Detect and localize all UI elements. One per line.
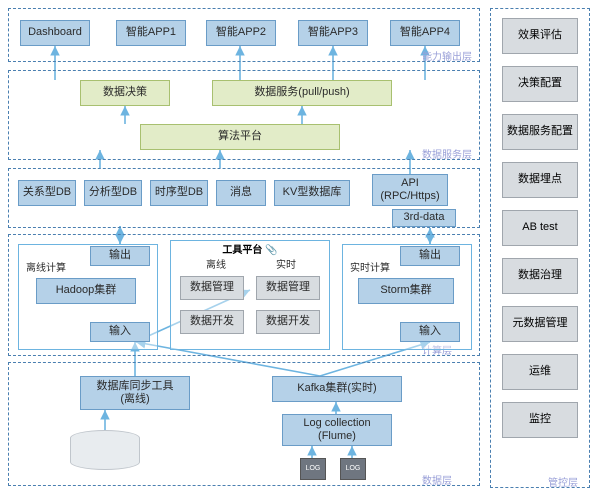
node-off_hadoop: Hadoop集群 (36, 278, 136, 304)
node-src_log2: LOG (340, 458, 366, 480)
right-panel-footer: 管控层 (548, 474, 578, 489)
node-rt_in: 输入 (400, 322, 460, 342)
layer-label-f5: 数据层 (422, 472, 452, 487)
mgmt-item-6: 元数据管理 (502, 306, 578, 342)
node-db_kv: KV型数据库 (274, 180, 350, 206)
node-app4: 智能APP4 (390, 20, 460, 46)
node-src_kafka: Kafka集群(实时) (272, 376, 402, 402)
node-tool_rt_mgmt: 数据管理 (256, 276, 320, 300)
node-app1: 智能APP1 (116, 20, 186, 46)
mgmt-item-5: 数据治理 (502, 258, 578, 294)
node-db_ts: 时序型DB (150, 180, 208, 206)
layer-label-f2: 数据服务层 (422, 146, 472, 161)
node-tool_rt_lbl: 实时 (266, 260, 306, 272)
node-tool_off_dev: 数据开发 (180, 310, 244, 334)
node-rt_storm: Storm集群 (358, 278, 454, 304)
node-tool_title: 工具平台 📎 (200, 244, 300, 258)
node-src_sync: 数据库同步工具 (离线) (80, 376, 190, 410)
diagram-stage: 能力输出层数据服务层存储层计算层数据层效果评估决策配置数据服务配置数据埋点AB … (0, 0, 595, 500)
node-app0: Dashboard (20, 20, 90, 46)
node-db_msg: 消息 (216, 180, 266, 206)
node-svc_service: 数据服务(pull/push) (212, 80, 392, 106)
mgmt-item-1: 决策配置 (502, 66, 578, 102)
node-rt_out: 输出 (400, 246, 460, 266)
node-tool_off_lbl: 离线 (196, 260, 236, 272)
node-svc_algo: 算法平台 (140, 124, 340, 150)
node-tool_off_mgmt: 数据管理 (180, 276, 244, 300)
node-app3: 智能APP3 (298, 20, 368, 46)
node-off_out: 输出 (90, 246, 150, 266)
mgmt-item-3: 数据埋点 (502, 162, 578, 198)
node-src_log1: LOG (300, 458, 326, 480)
mgmt-item-4: AB test (502, 210, 578, 246)
node-rt_lbl: 实时计算 (346, 262, 394, 276)
layer-label-f1: 能力输出层 (422, 48, 472, 63)
node-src_db_cyl (70, 430, 140, 470)
mgmt-item-0: 效果评估 (502, 18, 578, 54)
node-svc_decision: 数据决策 (80, 80, 170, 106)
node-off_lbl: 离线计算 (22, 262, 70, 276)
mgmt-item-2: 数据服务配置 (502, 114, 578, 150)
node-tool_rt_dev: 数据开发 (256, 310, 320, 334)
node-db_3rd: 3rd-data (392, 209, 456, 227)
node-db_api: API (RPC/Https) (372, 174, 448, 206)
mgmt-item-7: 运维 (502, 354, 578, 390)
node-db_olap: 分析型DB (84, 180, 142, 206)
node-app2: 智能APP2 (206, 20, 276, 46)
mgmt-item-8: 监控 (502, 402, 578, 438)
node-db_rel: 关系型DB (18, 180, 76, 206)
node-off_in: 输入 (90, 322, 150, 342)
node-src_flume: Log collection (Flume) (282, 414, 392, 446)
